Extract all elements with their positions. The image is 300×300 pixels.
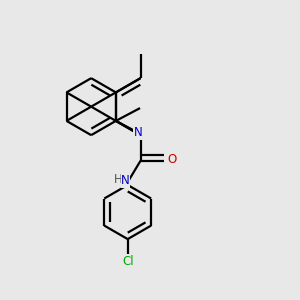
Text: N: N: [134, 126, 142, 139]
Text: N: N: [121, 174, 130, 188]
Text: H: H: [113, 173, 122, 187]
Text: O: O: [167, 153, 176, 166]
Text: Cl: Cl: [122, 255, 134, 268]
